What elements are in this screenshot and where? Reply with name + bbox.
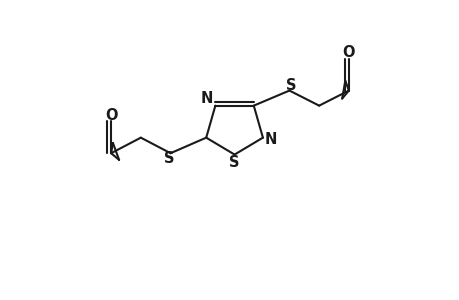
Text: S: S — [229, 155, 239, 170]
Text: S: S — [285, 78, 296, 93]
Text: N: N — [264, 132, 277, 147]
Text: S: S — [163, 151, 174, 166]
Text: O: O — [105, 108, 117, 123]
Text: O: O — [342, 45, 354, 60]
Text: N: N — [201, 91, 213, 106]
